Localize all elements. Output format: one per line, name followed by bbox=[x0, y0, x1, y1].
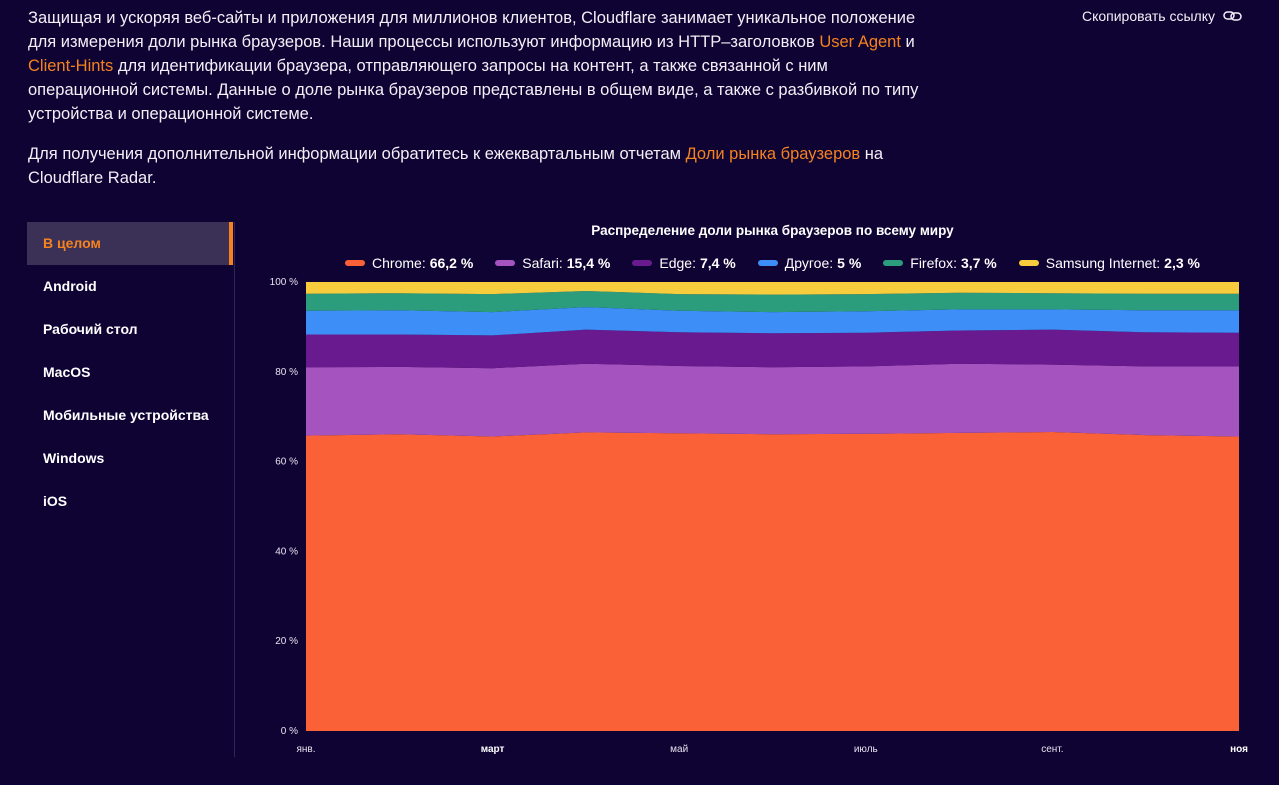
sidebar-item-macos[interactable]: MacOS bbox=[43, 364, 91, 380]
intro-paragraph-2: Для получения дополнительной информации … bbox=[28, 145, 884, 187]
user-agent-link[interactable]: User Agent bbox=[819, 33, 901, 51]
legend-entry-safari[interactable]: Safari:15,4 % bbox=[495, 255, 610, 271]
intro-paragraph-1: Защищая и ускоряя веб-сайты и приложения… bbox=[28, 9, 919, 123]
copy-link-label: Скопировать ссылку bbox=[1081, 8, 1215, 24]
x-tick-label: ноя bbox=[1230, 744, 1248, 755]
area-series-firefox[interactable] bbox=[306, 291, 1239, 313]
legend-entry-chrome[interactable]: Chrome:66,2 % bbox=[345, 255, 473, 271]
y-tick-label: 80 % bbox=[275, 367, 298, 378]
legend-swatch bbox=[757, 260, 778, 266]
y-tick-label: 0 % bbox=[281, 726, 298, 737]
x-tick-label: сент. bbox=[1041, 744, 1063, 755]
legend-entry-other[interactable]: Другое:5 % bbox=[757, 255, 861, 271]
link-icon bbox=[1223, 11, 1242, 21]
browser-share-report-link[interactable]: Доли рынка браузеров bbox=[685, 145, 861, 163]
sidebar-item-mobile[interactable]: Мобильные устройства bbox=[43, 407, 209, 423]
legend-swatch bbox=[632, 260, 653, 266]
sidebar: В целом Android Рабочий стол MacOS Мобил… bbox=[27, 222, 235, 757]
sidebar-item-ios[interactable]: iOS bbox=[43, 493, 68, 509]
area-series-safari[interactable] bbox=[306, 363, 1239, 437]
y-tick-label: 20 % bbox=[275, 636, 298, 647]
sidebar-item-overall[interactable]: В целом bbox=[27, 222, 233, 265]
x-tick-label: июль bbox=[854, 744, 878, 755]
legend-entry-samsung-internet[interactable]: Samsung Internet:2,3 % bbox=[1018, 255, 1200, 271]
copy-link-button[interactable]: Скопировать ссылку bbox=[1082, 8, 1243, 24]
y-tick-label: 100 % bbox=[270, 277, 298, 288]
legend-swatch bbox=[883, 260, 904, 266]
y-tick-label: 40 % bbox=[275, 546, 298, 557]
sidebar-item-desktop[interactable]: Рабочий стол bbox=[43, 321, 138, 337]
legend-entry-edge[interactable]: Edge:7,4 % bbox=[632, 255, 736, 271]
x-tick-label: янв. bbox=[296, 744, 315, 755]
legend-swatch bbox=[345, 260, 366, 266]
chart-title: Распределение доли рынка браузеров по вс… bbox=[591, 223, 954, 238]
area-series-chrome[interactable] bbox=[306, 432, 1239, 731]
chart-legend: Chrome:66,2 % Safari:15,4 % Edge:7,4 % Д… bbox=[306, 255, 1239, 271]
area-series-edge[interactable] bbox=[306, 329, 1239, 369]
sidebar-item-windows[interactable]: Windows bbox=[43, 450, 105, 466]
x-tick-label: май bbox=[670, 744, 688, 755]
area-series-другое[interactable] bbox=[306, 307, 1239, 336]
legend-swatch bbox=[1018, 260, 1039, 266]
x-tick-label: март bbox=[481, 744, 505, 755]
sidebar-item-android[interactable]: Android bbox=[43, 278, 97, 294]
intro-text: Защищая и ускоряя веб-сайты и приложения… bbox=[28, 6, 928, 206]
y-tick-label: 60 % bbox=[275, 457, 298, 468]
legend-entry-firefox[interactable]: Firefox:3,7 % bbox=[883, 255, 997, 271]
legend-swatch bbox=[495, 260, 516, 266]
area-series-samsung-internet[interactable] bbox=[306, 282, 1239, 295]
client-hints-link[interactable]: Client-Hints bbox=[28, 57, 114, 75]
